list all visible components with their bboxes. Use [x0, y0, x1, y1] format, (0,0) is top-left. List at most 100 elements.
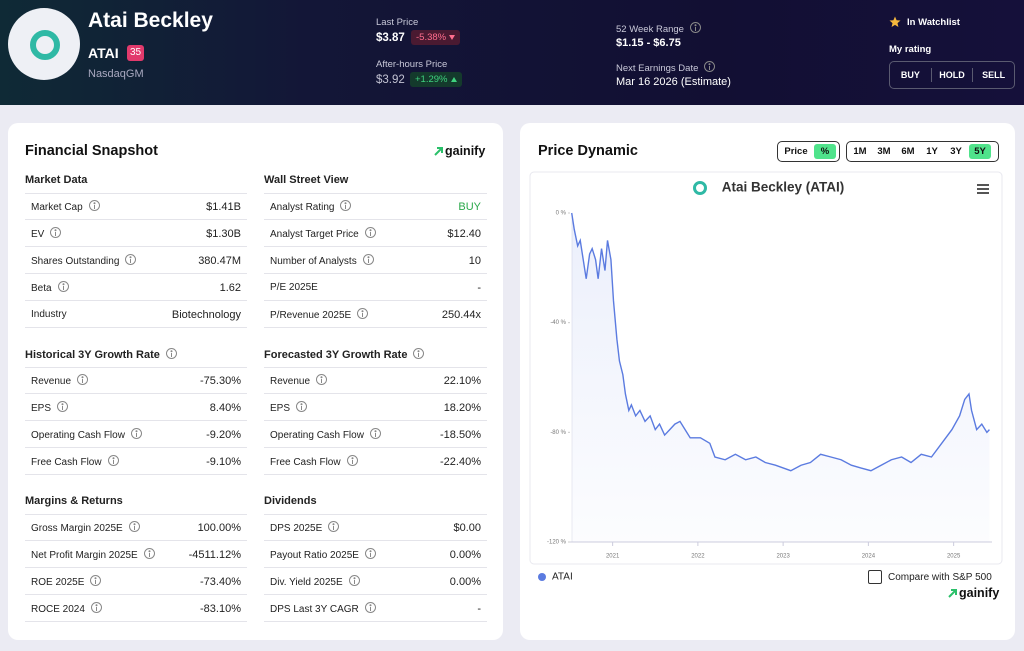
- info-icon[interactable]: [90, 602, 102, 613]
- brand: gainify: [434, 144, 485, 158]
- after-hours-change-badge: +1.29%: [410, 72, 462, 87]
- info-icon[interactable]: [328, 521, 340, 532]
- brand-arrow: [434, 147, 443, 156]
- metric-row: Div. Yield 2025E 0.00%: [264, 569, 487, 595]
- range-button[interactable]: 6M: [901, 146, 915, 157]
- metric-label: Payout Ratio 2025E: [270, 548, 376, 561]
- info-icon[interactable]: [364, 227, 376, 238]
- info-icon[interactable]: [165, 347, 177, 359]
- range-button[interactable]: 5Y: [969, 144, 991, 159]
- metric-label: Analyst Rating: [270, 200, 352, 213]
- range-button[interactable]: 3Y: [950, 146, 962, 157]
- metric-row: Free Cash Flow -9.10%: [25, 449, 247, 475]
- info-icon[interactable]: [57, 281, 69, 292]
- metric-row: Number of Analysts 10: [264, 248, 487, 274]
- section-header: Wall Street View: [264, 167, 487, 194]
- compare-label[interactable]: Compare with S&P 500: [888, 572, 992, 583]
- metric-label: Net Profit Margin 2025E: [31, 548, 155, 561]
- info-icon[interactable]: [364, 548, 376, 559]
- info-icon[interactable]: [50, 227, 62, 238]
- company-logo: [8, 8, 80, 80]
- y-tick-label: -80 %: [550, 430, 566, 436]
- section-header: Margins & Returns: [25, 488, 247, 515]
- section-title: Forecasted 3Y Growth Rate: [264, 347, 425, 361]
- info-icon[interactable]: [364, 602, 376, 613]
- metric-row: Analyst Rating BUY: [264, 194, 487, 220]
- metric-value: 1.62: [219, 281, 241, 294]
- header: [0, 0, 1024, 105]
- info-icon[interactable]: [90, 575, 102, 586]
- metric-label: Revenue: [270, 374, 328, 387]
- metric-row: Industry Biotechnology: [25, 302, 247, 328]
- info-icon[interactable]: [413, 347, 425, 359]
- snapshot-title: Financial Snapshot: [25, 143, 158, 159]
- metric-name: Gross Margin 2025E: [31, 523, 123, 534]
- info-icon[interactable]: [88, 200, 100, 211]
- range: $1.15 - $6.75: [616, 37, 681, 49]
- info-icon[interactable]: [362, 254, 374, 265]
- brand-text: gainify: [959, 586, 1000, 600]
- metric-label: ROCE 2024: [31, 602, 102, 615]
- metric-value: -9.20%: [206, 428, 241, 441]
- info-icon[interactable]: [369, 428, 381, 439]
- legend-marker: [538, 573, 546, 581]
- range-button[interactable]: 1Y: [926, 146, 938, 157]
- line: [571, 212, 990, 472]
- metric-value: 0.00%: [449, 575, 481, 588]
- info-icon[interactable]: [348, 575, 360, 586]
- compare-checkbox[interactable]: [868, 570, 882, 584]
- metric-value: 0.00%: [449, 548, 481, 561]
- chart-logo: [693, 181, 707, 195]
- info-icon[interactable]: [346, 455, 358, 466]
- earnings-label-text: Next Earnings Date: [616, 63, 699, 74]
- range-button[interactable]: 1M: [853, 146, 867, 157]
- metric-name: EPS: [270, 403, 291, 414]
- mode-button[interactable]: %: [814, 144, 836, 159]
- metric-label: Beta: [31, 281, 69, 294]
- metric-row: ROCE 2024 -83.10%: [25, 596, 247, 622]
- info-icon[interactable]: [107, 455, 119, 466]
- metric-row: Operating Cash Flow -18.50%: [264, 422, 487, 448]
- rating-buttons: BUY HOLD SELL: [889, 61, 1015, 89]
- last-price-label: Last Price: [376, 17, 419, 28]
- watchlist[interactable]: In Watchlist: [907, 17, 960, 28]
- info-icon[interactable]: [704, 61, 716, 72]
- price-title: Price Dynamic: [538, 143, 638, 159]
- info-icon[interactable]: [296, 401, 308, 412]
- legend-label: ATAI: [552, 572, 573, 583]
- info-icon[interactable]: [316, 374, 328, 385]
- info-icon[interactable]: [125, 254, 137, 265]
- metric-name: Market Cap: [31, 202, 83, 213]
- watchlist-star[interactable]: [889, 16, 901, 28]
- metric-label: P/Revenue 2025E: [270, 308, 369, 321]
- metric-label: Shares Outstanding: [31, 254, 137, 267]
- info-icon[interactable]: [357, 308, 369, 319]
- mode-button[interactable]: Price: [784, 146, 808, 157]
- metric-label: Market Cap: [31, 200, 100, 213]
- range-button[interactable]: 3M: [877, 146, 891, 157]
- info-icon[interactable]: [130, 428, 142, 439]
- rating-button[interactable]: SELL: [982, 70, 1006, 80]
- metric-row: Shares Outstanding 380.47M: [25, 248, 247, 274]
- y-tick-label: -120 %: [547, 540, 567, 546]
- metric-name: DPS 2025E: [270, 523, 323, 534]
- info-icon[interactable]: [143, 548, 155, 559]
- up-arrow: [450, 77, 457, 82]
- metric-row: Free Cash Flow -22.40%: [264, 449, 487, 475]
- metric-label: Free Cash Flow: [31, 455, 119, 468]
- metric-value: 22.10%: [443, 374, 481, 387]
- info-icon[interactable]: [340, 200, 352, 211]
- metric-value: -83.10%: [200, 602, 241, 615]
- info-icon[interactable]: [77, 374, 89, 385]
- menu-icon[interactable]: [977, 184, 989, 194]
- rating-button[interactable]: HOLD: [932, 68, 974, 82]
- info-icon[interactable]: [128, 521, 140, 532]
- metric-value: -: [477, 281, 481, 294]
- metric-value: 10: [468, 254, 481, 267]
- metric-name: Operating Cash Flow: [270, 430, 364, 441]
- info-icon[interactable]: [57, 401, 69, 412]
- metric-name: Operating Cash Flow: [31, 430, 125, 441]
- rating-button[interactable]: BUY: [890, 68, 932, 82]
- info-icon[interactable]: [689, 22, 701, 33]
